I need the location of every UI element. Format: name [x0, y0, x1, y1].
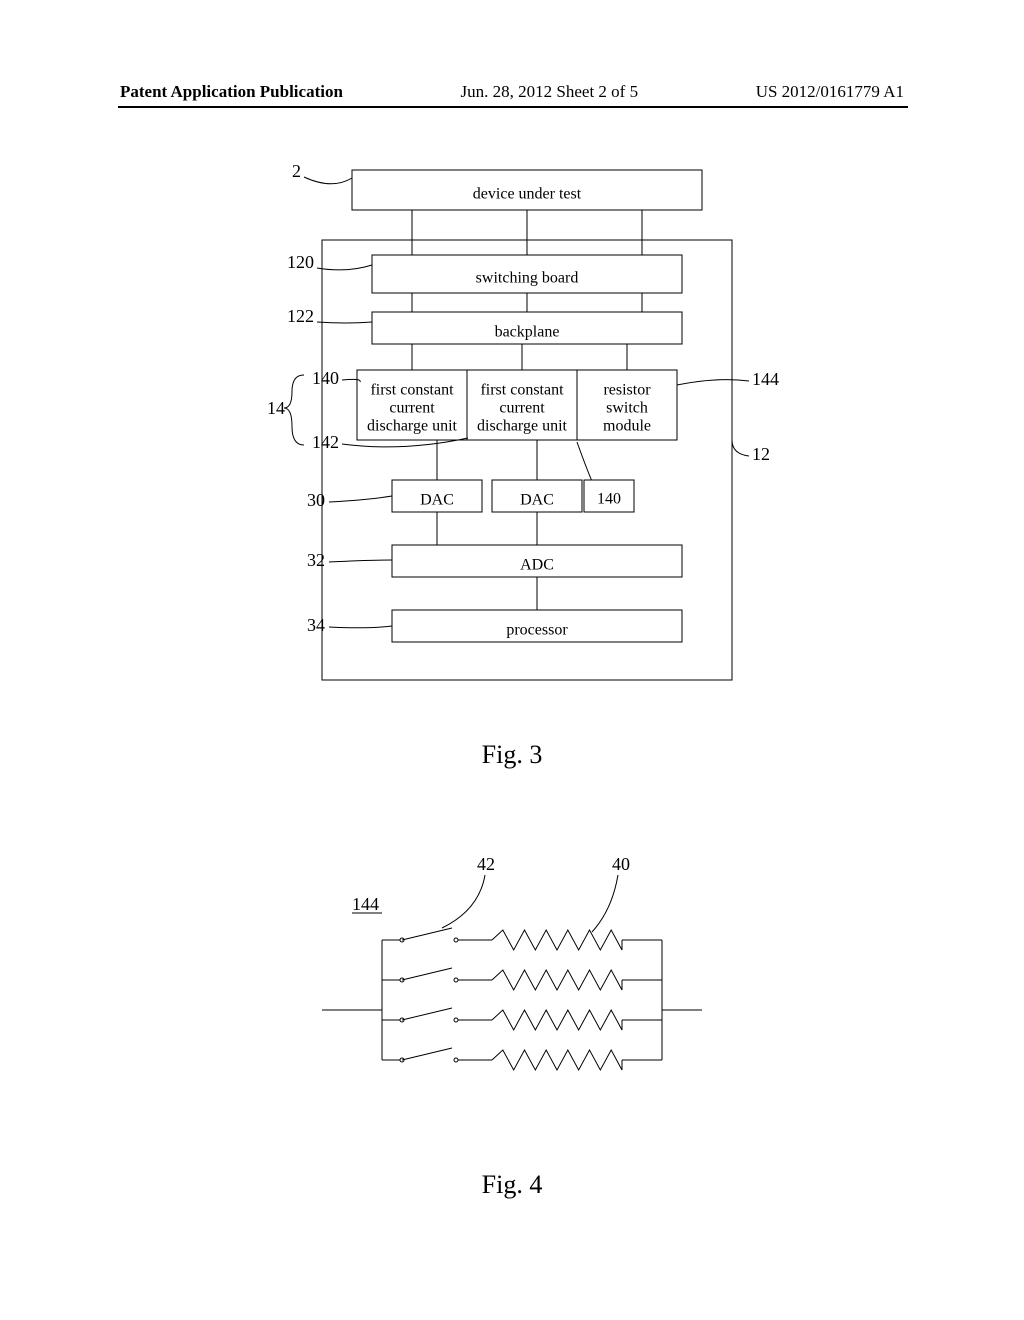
svg-text:140: 140 — [597, 491, 621, 508]
fig4-svg: 144 42 40 — [192, 840, 832, 1140]
svg-text:processor: processor — [506, 622, 568, 639]
svg-text:142: 142 — [312, 432, 339, 452]
svg-text:switch: switch — [606, 400, 648, 417]
svg-text:DAC: DAC — [420, 492, 454, 509]
svg-text:144: 144 — [352, 894, 379, 914]
header-left: Patent Application Publication — [120, 82, 343, 102]
svg-text:device under test: device under test — [473, 186, 582, 203]
svg-text:first constant: first constant — [480, 382, 564, 399]
svg-text:backplane: backplane — [495, 324, 560, 341]
svg-text:30: 30 — [307, 490, 325, 510]
svg-text:40: 40 — [612, 854, 630, 874]
svg-text:2: 2 — [292, 161, 301, 181]
svg-text:122: 122 — [287, 306, 314, 326]
svg-text:144: 144 — [752, 369, 779, 389]
page-header: Patent Application Publication Jun. 28, … — [0, 82, 1024, 102]
figure-4-caption: Fig. 4 — [0, 1170, 1024, 1200]
svg-text:14: 14 — [267, 398, 285, 418]
figure-4: 144 42 40 — [0, 840, 1024, 1160]
svg-text:discharge unit: discharge unit — [367, 418, 457, 435]
svg-text:32: 32 — [307, 550, 325, 570]
svg-text:resistor: resistor — [603, 382, 651, 399]
figure-3: device under test switching board backplan… — [0, 160, 1024, 740]
svg-text:ADC: ADC — [520, 557, 554, 574]
svg-text:current: current — [389, 400, 435, 417]
fig3-svg: device under test switching board backplan… — [192, 160, 832, 700]
svg-text:34: 34 — [307, 615, 325, 635]
header-right: US 2012/0161779 A1 — [756, 82, 904, 102]
svg-text:switching board: switching board — [476, 270, 579, 287]
svg-text:module: module — [603, 418, 651, 435]
svg-text:120: 120 — [287, 252, 314, 272]
svg-text:discharge unit: discharge unit — [477, 418, 567, 435]
figure-3-caption: Fig. 3 — [0, 740, 1024, 770]
svg-text:current: current — [499, 400, 545, 417]
header-center: Jun. 28, 2012 Sheet 2 of 5 — [461, 82, 639, 102]
svg-text:first constant: first constant — [370, 382, 454, 399]
svg-text:DAC: DAC — [520, 492, 554, 509]
svg-text:140: 140 — [312, 368, 339, 388]
svg-text:12: 12 — [752, 444, 770, 464]
header-rule — [118, 106, 908, 108]
svg-text:42: 42 — [477, 854, 495, 874]
